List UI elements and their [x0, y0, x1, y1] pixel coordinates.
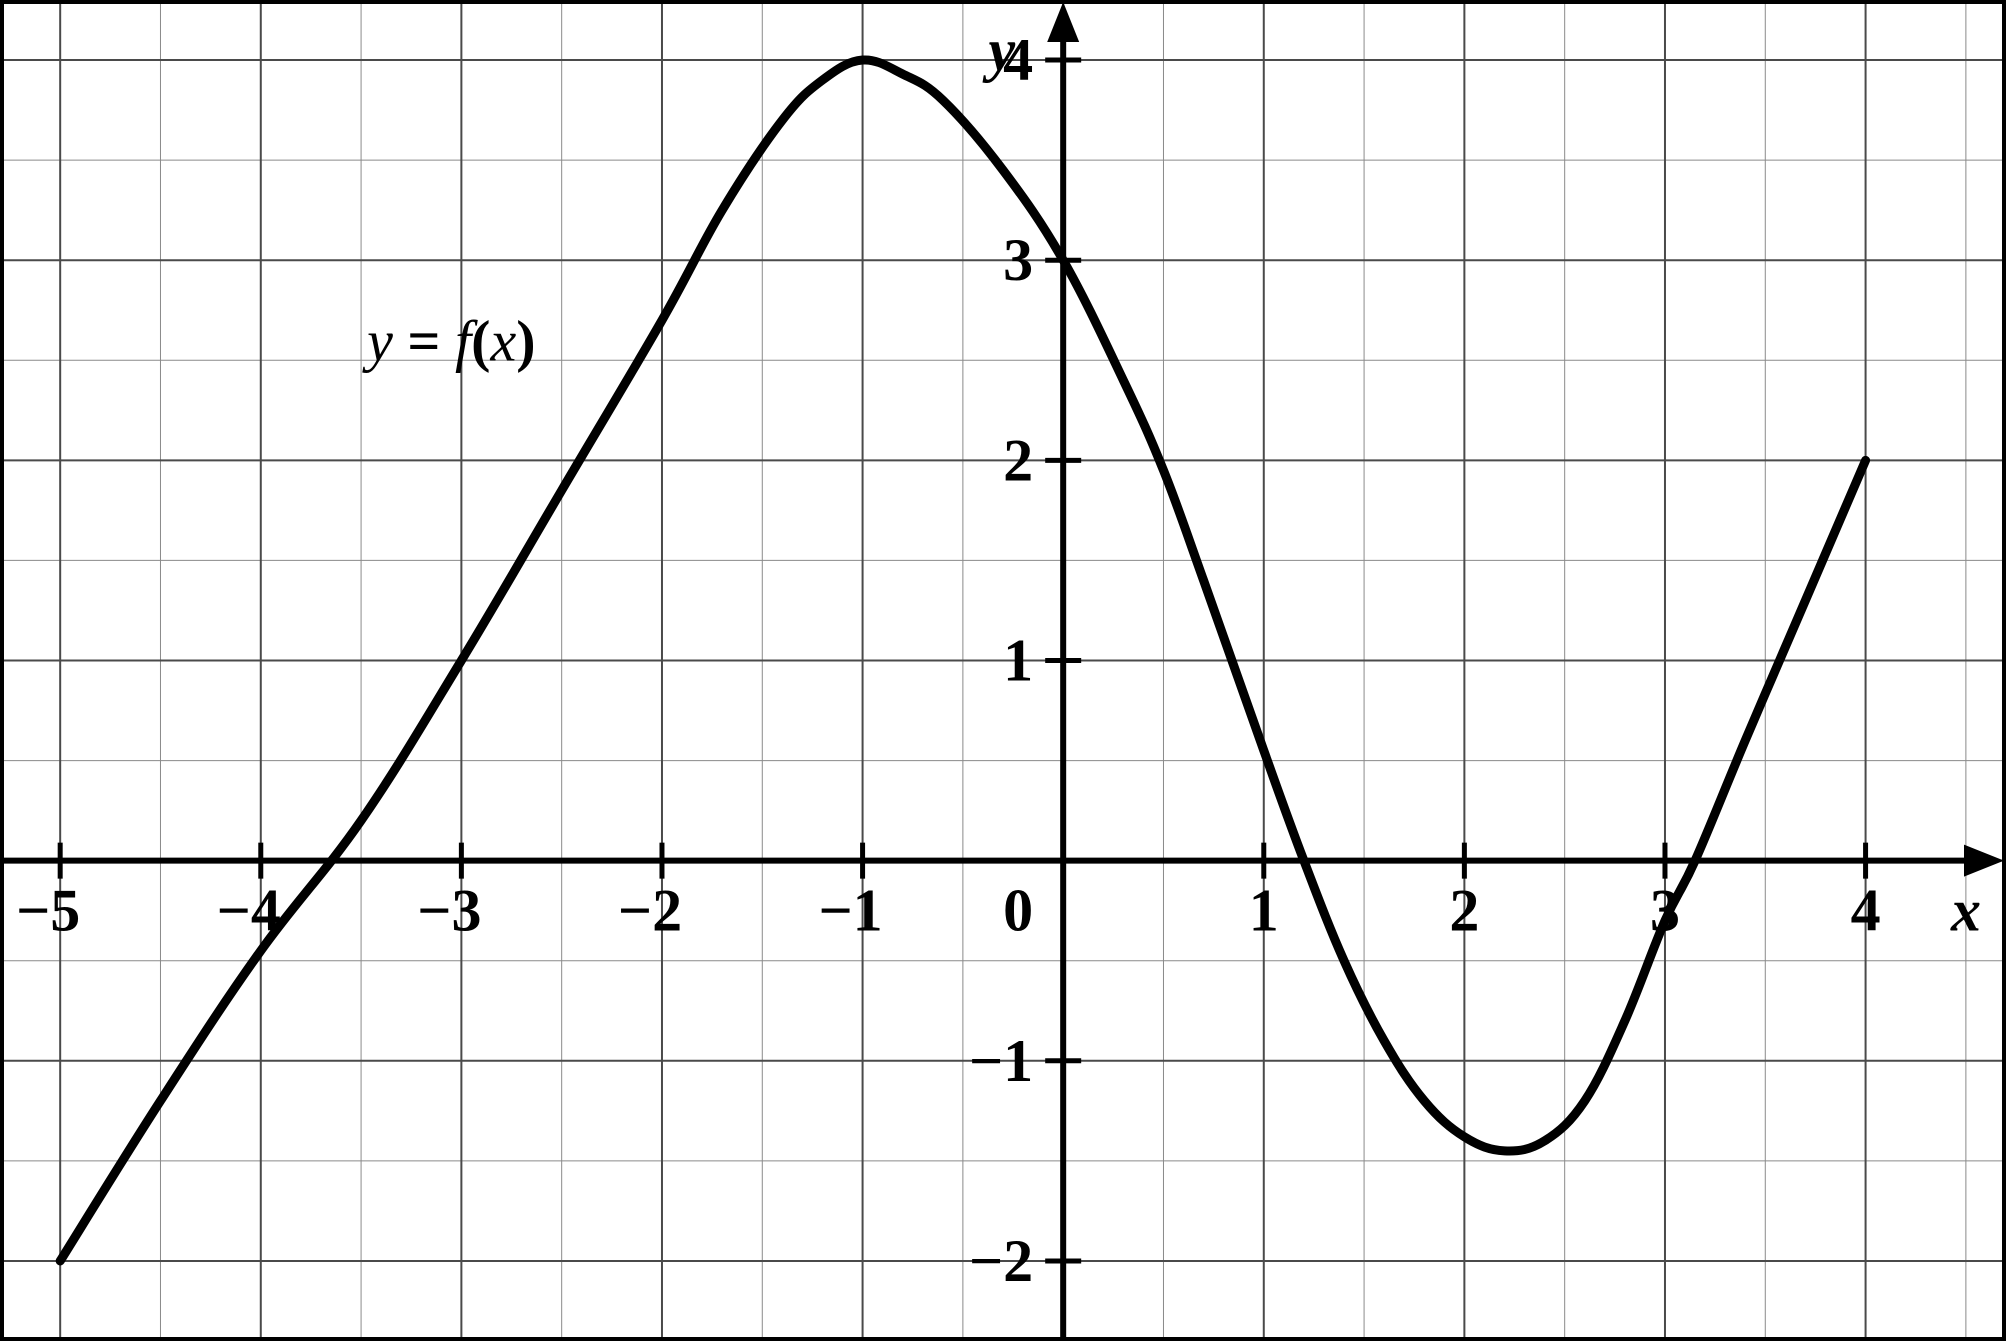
x-tick-label: 2	[1449, 878, 1479, 944]
y-tick-label: 3	[1003, 227, 1033, 293]
y-tick-label: −1	[969, 1028, 1033, 1094]
x-tick-label: −2	[618, 878, 682, 944]
x-tick-label: 3	[1650, 878, 1680, 944]
x-tick-label: −1	[818, 878, 882, 944]
chart-svg: −5−4−3−2−11234−2−112340xyy = f(x)	[0, 0, 2006, 1341]
x-tick-label: 1	[1249, 878, 1279, 944]
x-tick-label: −5	[16, 878, 80, 944]
y-tick-label: 2	[1003, 427, 1033, 493]
function-graph-chart: −5−4−3−2−11234−2−112340xyy = f(x)	[0, 0, 2006, 1341]
origin-label: 0	[1003, 878, 1033, 944]
y-tick-label: 1	[1003, 627, 1033, 693]
x-tick-label: −3	[417, 878, 481, 944]
x-axis-label: x	[1950, 878, 1981, 944]
x-tick-label: 4	[1851, 878, 1881, 944]
function-label: y = f(x)	[362, 308, 535, 373]
x-tick-label: −4	[217, 878, 281, 944]
y-tick-label: −2	[969, 1228, 1033, 1294]
